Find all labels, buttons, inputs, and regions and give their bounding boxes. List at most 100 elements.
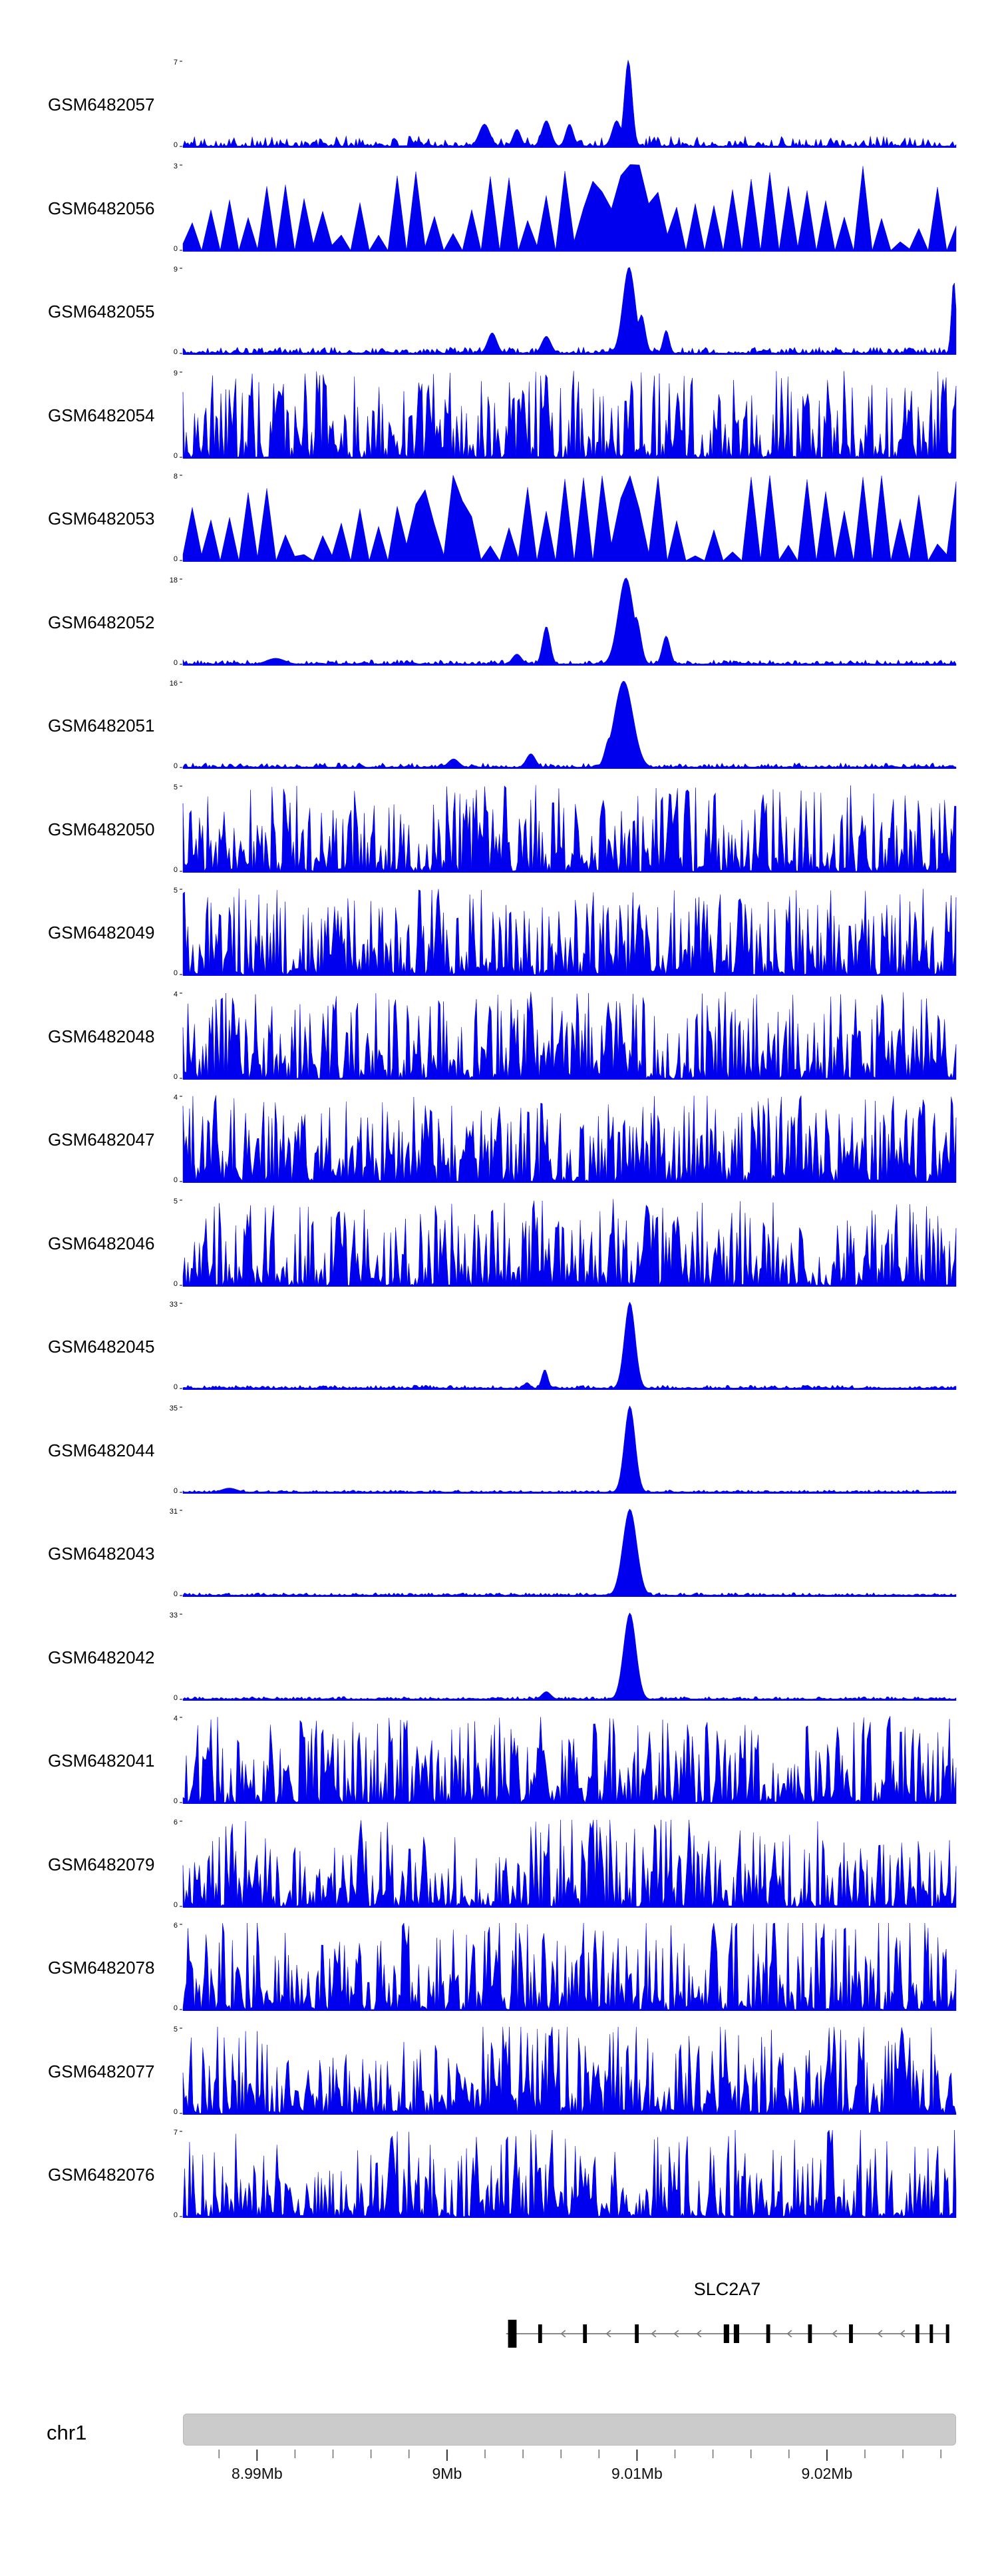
coverage-area (182, 1819, 957, 1908)
y-max-label: 9 (174, 266, 178, 274)
coverage-track-GSM6482053: GSM6482053 8 0 (0, 473, 998, 576)
coverage-track-GSM6482076: GSM6482076 7 0 (0, 2129, 998, 2233)
y-axis: 40 (174, 1094, 182, 1183)
coverage-track-GSM6482047: GSM6482047 4 0 (0, 1094, 998, 1197)
coverage-plot: 16 0 (170, 680, 957, 769)
coverage-plot: 80 (174, 473, 957, 562)
coverage-plot: 35 0 (170, 1404, 957, 1494)
y-max-label: 16 (170, 680, 178, 688)
coverage-area (182, 680, 957, 769)
y-axis: 50 (174, 783, 182, 873)
y-min-label: 0 (174, 141, 178, 148)
track-label: GSM6482055 (48, 302, 155, 322)
y-min-label: 0 (174, 659, 178, 666)
coverage-plot: 30 (174, 162, 957, 252)
y-min-label: 0 (174, 1694, 178, 1701)
track-label: GSM6482054 (48, 405, 155, 425)
y-min-label: 0 (174, 2004, 178, 2011)
y-axis: 50 (174, 2026, 182, 2115)
track-label: GSM6482048 (48, 1026, 155, 1046)
exon-block (929, 2324, 933, 2343)
strand-arrow-icon (560, 2330, 566, 2338)
coverage-plot: 18 0 (170, 576, 957, 666)
axis-tick-label: 9.01Mb (611, 2465, 663, 2482)
y-min-label: 0 (174, 452, 178, 459)
coverage-track-GSM6482046: GSM6482046 5 0 (0, 1197, 998, 1301)
axis-tick-label: 9.02Mb (802, 2465, 853, 2482)
strand-arrow-icon (651, 2330, 657, 2338)
coverage-area (182, 60, 957, 148)
y-min-label: 0 (174, 348, 178, 355)
exon-block (808, 2324, 812, 2343)
track-label: GSM6482043 (48, 1544, 155, 1564)
coverage-plot: 60 (174, 1922, 957, 2011)
y-axis: 80 (174, 473, 182, 562)
coverage-plot: 50 (174, 783, 957, 873)
coverage-plot: 50 (174, 2026, 957, 2115)
strand-arrow-icon (786, 2330, 792, 2338)
y-max-label: 6 (174, 1922, 178, 1930)
coverage-plot: 33 0 (170, 1301, 957, 1390)
coverage-track-GSM6482054: GSM6482054 9 0 (0, 369, 998, 473)
y-max-label: 9 (174, 369, 178, 377)
strand-arrow-icon (877, 2330, 883, 2338)
coverage-track-GSM6482055: GSM6482055 9 0 (0, 266, 998, 369)
coverage-plot: 50 (174, 887, 957, 976)
y-min-label: 0 (174, 1383, 178, 1390)
coverage-track-GSM6482079: GSM6482079 6 0 (0, 1819, 998, 1922)
coverage-track-GSM6482077: GSM6482077 5 0 (0, 2026, 998, 2129)
y-max-label: 5 (174, 2026, 178, 2034)
track-label: GSM6482051 (48, 716, 155, 736)
coverage-area (182, 1922, 957, 2011)
y-max-label: 6 (174, 1819, 178, 1826)
strand-arrow-icon (900, 2330, 906, 2338)
y-max-label: 5 (174, 1197, 178, 1205)
y-max-label: 5 (174, 887, 178, 895)
coverage-track-GSM6482042: GSM6482042 33 0 (0, 1611, 998, 1715)
y-max-label: 31 (170, 1508, 178, 1516)
y-max-label: 5 (174, 783, 178, 791)
y-axis: 50 (174, 887, 182, 976)
coverage-plot: 90 (174, 266, 957, 355)
y-axis: 90 (174, 266, 182, 355)
coverage-area (182, 1404, 957, 1494)
coverage-area (182, 1611, 957, 1701)
track-label: GSM6482077 (48, 2061, 155, 2081)
coverage-plot: 90 (174, 369, 957, 459)
genome-axis: 8.99Mb 9Mb 9.01Mb 9.02Mb (218, 2450, 941, 2482)
track-label: GSM6482076 (48, 2165, 155, 2185)
y-min-label: 0 (174, 1280, 178, 1287)
y-max-label: 33 (170, 1301, 178, 1309)
track-label: GSM6482047 (48, 1130, 155, 1150)
coverage-area (182, 1301, 957, 1390)
coverage-plot: 50 (174, 1197, 957, 1287)
coverage-area (182, 1716, 957, 1804)
y-min-label: 0 (174, 1797, 178, 1804)
track-label: GSM6482046 (48, 1233, 155, 1253)
chromosome-label: chr1 (47, 2421, 87, 2444)
exon-block (945, 2324, 949, 2343)
track-label: GSM6482079 (48, 1854, 155, 1874)
track-label: GSM6482053 (48, 509, 155, 529)
y-min-label: 0 (174, 245, 178, 252)
exon-block (915, 2324, 919, 2343)
gene-model-track (506, 2320, 949, 2348)
track-label: GSM6482044 (48, 1440, 155, 1460)
track-label: GSM6482078 (48, 1958, 155, 1978)
y-axis: 60 (174, 1819, 182, 1908)
coverage-area (182, 370, 957, 459)
y-min-label: 0 (174, 1073, 178, 1080)
axis-tick-label: 9Mb (432, 2465, 462, 2482)
coverage-plot: 40 (174, 1094, 957, 1183)
coverage-area (182, 1198, 957, 1287)
coverage-area (182, 889, 957, 976)
strand-arrow-icon (605, 2330, 611, 2338)
y-axis: 70 (174, 59, 182, 148)
exon-block (508, 2320, 517, 2348)
strand-arrow-icon (832, 2330, 838, 2338)
track-label: GSM6482042 (48, 1647, 155, 1667)
y-axis: 60 (174, 1922, 182, 2011)
y-min-label: 0 (174, 2211, 178, 2218)
coverage-area (182, 164, 957, 252)
